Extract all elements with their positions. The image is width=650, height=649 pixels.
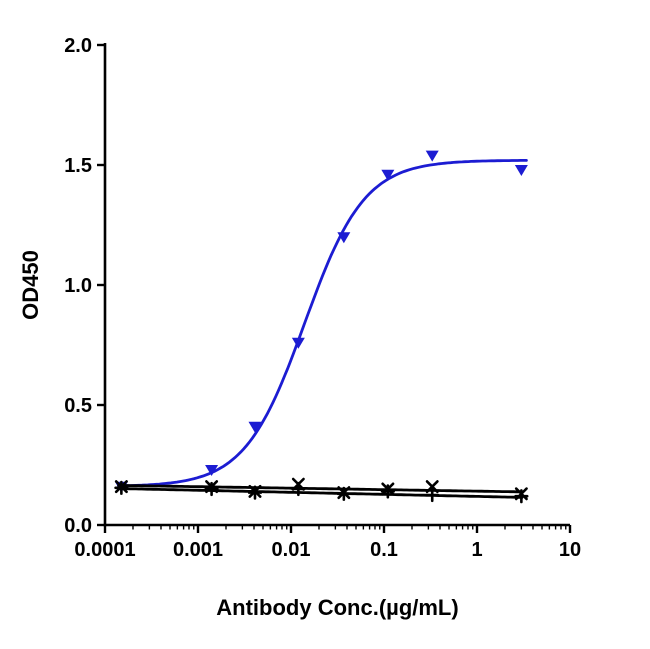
y-tick-label: 2.0	[64, 35, 92, 57]
triangle-down-marker	[514, 165, 528, 176]
triangle-down-marker	[205, 465, 219, 476]
y-axis-title: OD450	[18, 250, 43, 320]
x-axis-title: Antibody Conc.(µg/mL)	[216, 595, 459, 620]
plus-marker	[425, 487, 440, 503]
plus-marker	[514, 489, 529, 504]
x-marker	[425, 480, 439, 494]
triangle-down-marker	[337, 232, 351, 244]
triangle-down-marker	[381, 169, 395, 181]
y-tick-label: 1.5	[64, 155, 92, 177]
x-tick-label: 0.01	[272, 539, 311, 561]
x-tick-label: 1	[471, 539, 482, 561]
plus-marker	[291, 481, 306, 497]
axes	[97, 43, 572, 533]
control-1-curve	[117, 484, 524, 494]
triangle-down-marker	[425, 150, 439, 162]
x-tick-label: 0.1	[370, 539, 398, 561]
y-tick-label: 0.5	[64, 395, 92, 417]
triangle-down-marker	[248, 421, 262, 433]
plus-marker	[336, 486, 351, 501]
control-2-curve	[117, 487, 524, 499]
plus-marker	[247, 485, 263, 500]
x-tick-label: 0.001	[173, 539, 223, 561]
control-2-points	[114, 480, 529, 504]
binding-curve-points	[114, 150, 528, 493]
plus-marker	[204, 481, 219, 497]
x-tick-label: 10	[559, 539, 581, 561]
plus-marker	[114, 480, 129, 495]
plus-marker	[380, 484, 395, 499]
y-tick-label: 1.0	[64, 275, 92, 297]
binding-curve-curve	[117, 159, 528, 488]
x-tick-label: 0.0001	[74, 539, 135, 561]
y-tick-label: 0.0	[64, 515, 92, 537]
triangle-down-marker	[291, 337, 305, 349]
